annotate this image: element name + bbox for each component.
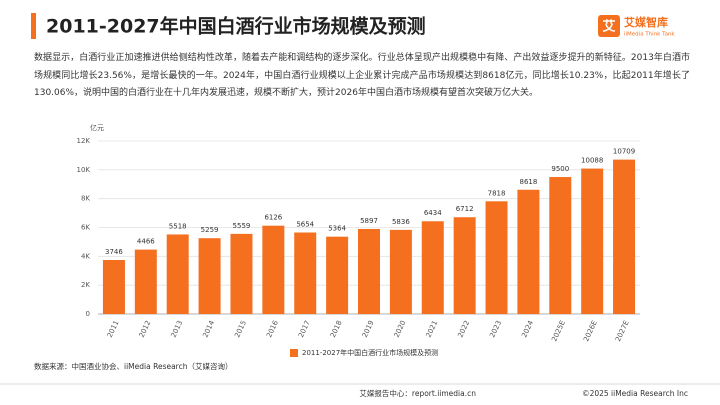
x-tick-label: 2025E <box>550 319 567 343</box>
x-tick-label: 2012 <box>138 319 153 339</box>
bar <box>166 234 189 314</box>
footer-copyright: ©2025 iiMedia Research Inc <box>582 389 688 398</box>
bar <box>613 159 636 314</box>
y-tick-label: 8K <box>81 195 90 203</box>
bar <box>517 189 540 314</box>
y-tick-label: 2K <box>81 281 90 289</box>
bar <box>102 259 125 314</box>
x-tick-label: 2026E <box>582 319 599 343</box>
x-tick-label: 2014 <box>201 319 216 339</box>
x-tick-label: 2017 <box>297 319 312 339</box>
x-tick-label: 2018 <box>329 319 344 339</box>
x-tick-label: 2015 <box>233 319 248 339</box>
value-label: 10709 <box>613 148 635 156</box>
footer-center: 艾媒报告中心：report.iimedia.cn <box>359 388 476 398</box>
logo-box <box>598 15 620 37</box>
x-tick-label: 2023 <box>488 319 503 339</box>
value-label: 5654 <box>296 220 314 228</box>
bar <box>389 229 412 314</box>
value-label: 9500 <box>551 165 569 173</box>
value-label: 6712 <box>456 205 474 213</box>
legend-label: 2011-2027年中国白酒行业市场规模及预测 <box>302 348 438 357</box>
bar <box>421 221 444 314</box>
y-tick-label: 0 <box>86 310 90 318</box>
bar <box>326 236 349 314</box>
title-accent <box>31 13 36 39</box>
value-label: 4466 <box>137 238 155 246</box>
x-tick-label: 2013 <box>170 319 185 339</box>
source: 数据来源：中国酒业协会、iiMedia Research（艾媒咨询） <box>34 361 232 371</box>
value-label: 6126 <box>264 214 282 222</box>
y-tick-label: 4K <box>81 252 90 260</box>
bar <box>198 238 221 314</box>
x-tick-label: 2024 <box>520 319 535 339</box>
x-tick-label: 2027E <box>614 319 631 343</box>
bar <box>262 225 285 314</box>
value-label: 3746 <box>105 248 123 256</box>
value-label: 10088 <box>581 157 603 165</box>
value-label: 5518 <box>169 222 187 230</box>
value-label: 5559 <box>233 222 251 230</box>
unit-label: 亿元 <box>90 123 104 132</box>
bar <box>549 177 572 314</box>
value-label: 8618 <box>519 178 537 186</box>
y-tick-label: 6K <box>81 224 90 232</box>
x-tick-label: 2016 <box>265 319 280 339</box>
x-tick-label: 2020 <box>393 319 408 339</box>
value-label: 5897 <box>360 217 378 225</box>
value-label: 5259 <box>201 226 219 234</box>
bar <box>294 232 317 314</box>
x-tick-label: 2022 <box>456 319 471 339</box>
legend-swatch <box>290 349 298 357</box>
title: 2011-2027年中国白酒行业市场规模及预测 <box>46 15 426 38</box>
x-tick-label: 2021 <box>425 319 440 339</box>
y-tick-label: 12K <box>77 137 91 145</box>
bar <box>485 201 508 314</box>
logo-sub: iiMedia Think Tank <box>624 32 675 38</box>
value-label: 5836 <box>392 218 410 226</box>
description: 数据显示，白酒行业正加速推进供给侧结构性改革，随着去产能和调结构的逐步深化。行业… <box>34 53 690 98</box>
x-tick-label: 2019 <box>361 319 376 339</box>
value-label: 7818 <box>488 189 506 197</box>
bar <box>453 217 476 314</box>
value-label: 5364 <box>328 225 346 233</box>
value-label: 6434 <box>424 209 442 217</box>
x-tick-label: 2011 <box>106 319 121 339</box>
y-tick-label: 10K <box>77 166 91 174</box>
bar <box>358 228 380 314</box>
bar <box>230 233 253 314</box>
bar <box>581 168 604 314</box>
logo-text: 艾媒智库 <box>624 15 668 29</box>
logo-icon: 艾 <box>602 19 615 35</box>
bar <box>134 249 157 314</box>
